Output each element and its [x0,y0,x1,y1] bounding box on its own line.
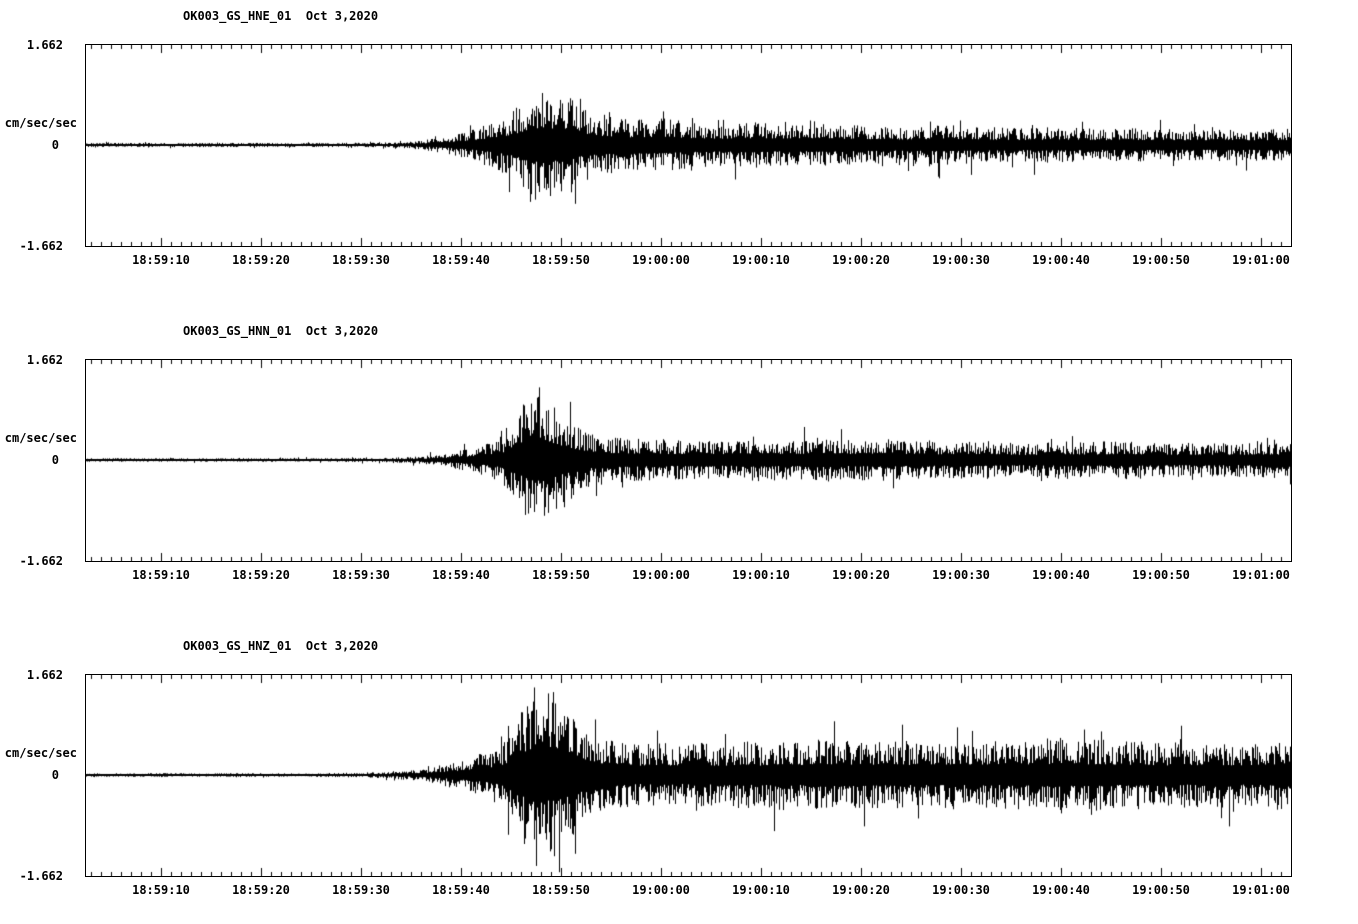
x-tick-label: 18:59:40 [432,253,490,267]
y-zero-label: 0 [51,453,59,467]
x-tick-label: 18:59:10 [132,568,190,582]
x-tick-label: 19:00:00 [632,883,690,897]
x-tick-label: 19:00:50 [1132,253,1190,267]
x-tick-label: 19:00:20 [832,253,890,267]
x-tick-label: 18:59:10 [132,883,190,897]
x-tick-label: 19:00:10 [732,568,790,582]
x-tick-label: 18:59:40 [432,883,490,897]
panel-title: OK003_GS_HNE_01 Oct 3,2020 [183,9,379,23]
x-axis-labels: 18:59:10 18:59:20 18:59:30 18:59:40 18:59:50… [85,562,1358,586]
x-axis-labels: 18:59:10 18:59:20 18:59:30 18:59:40 18:59:50… [85,247,1358,271]
y-min-label: -1.662 [19,239,63,253]
x-tick-label: 19:00:30 [932,883,990,897]
x-tick-label: 19:00:40 [1032,883,1090,897]
x-tick-label: 19:00:40 [1032,253,1090,267]
y-zero-label: 0 [51,768,59,782]
y-axis-labels: 1.662 cm/sec/sec 0 -1.662 [0,668,85,883]
x-tick-label: 19:01:00 [1232,253,1290,267]
waveform-plot [85,359,1292,562]
x-tick-label: 18:59:50 [532,253,590,267]
y-axis-labels: 1.662 cm/sec/sec 0 -1.662 [0,38,85,253]
y-max-label: 1.662 [26,38,63,52]
x-tick-label: 18:59:10 [132,253,190,267]
x-tick-label: 19:01:00 [1232,568,1290,582]
waveform-plot [85,44,1292,247]
x-tick-label: 19:00:10 [732,883,790,897]
x-tick-label: 19:00:20 [832,568,890,582]
x-tick-label: 18:59:50 [532,883,590,897]
x-tick-label: 18:59:30 [332,883,390,897]
x-tick-label: 18:59:50 [532,568,590,582]
x-tick-label: 19:00:10 [732,253,790,267]
seismogram-page: OK003_GS_HNE_01 Oct 3,2020 1.662 cm/sec/… [0,8,1358,901]
waveform-plot [85,674,1292,877]
plot-row: 1.662 cm/sec/sec 0 -1.662 [0,668,1358,883]
x-tick-label: 19:00:30 [932,253,990,267]
x-tick-label: 18:59:30 [332,253,390,267]
x-tick-label: 18:59:30 [332,568,390,582]
seismogram-panel-hnz: OK003_GS_HNZ_01 Oct 3,2020 1.662 cm/sec/… [0,638,1358,901]
y-unit-label: cm/sec/sec [4,431,77,445]
y-min-label: -1.662 [19,554,63,568]
waveform-trace [86,675,1291,876]
y-max-label: 1.662 [26,353,63,367]
x-tick-label: 19:00:00 [632,568,690,582]
panel-title: OK003_GS_HNZ_01 Oct 3,2020 [183,639,379,653]
x-tick-label: 18:59:20 [232,253,290,267]
x-tick-label: 19:00:20 [832,883,890,897]
seismogram-panel-hne: OK003_GS_HNE_01 Oct 3,2020 1.662 cm/sec/… [0,8,1358,271]
x-axis-labels: 18:59:10 18:59:20 18:59:30 18:59:40 18:59:50… [85,877,1358,901]
y-zero-label: 0 [51,138,59,152]
x-tick-label: 18:59:20 [232,568,290,582]
y-axis-labels: 1.662 cm/sec/sec 0 -1.662 [0,353,85,568]
plot-row: 1.662 cm/sec/sec 0 -1.662 [0,38,1358,253]
x-tick-label: 19:00:00 [632,253,690,267]
y-unit-label: cm/sec/sec [4,116,77,130]
y-max-label: 1.662 [26,668,63,682]
plot-row: 1.662 cm/sec/sec 0 -1.662 [0,353,1358,568]
panel-title: OK003_GS_HNN_01 Oct 3,2020 [183,324,379,338]
x-tick-label: 19:01:00 [1232,883,1290,897]
x-tick-label: 18:59:40 [432,568,490,582]
x-tick-label: 19:00:30 [932,568,990,582]
waveform-trace [86,45,1291,246]
x-tick-label: 18:59:20 [232,883,290,897]
x-tick-label: 19:00:40 [1032,568,1090,582]
x-tick-label: 19:00:50 [1132,883,1190,897]
y-min-label: -1.662 [19,869,63,883]
seismogram-panel-hnn: OK003_GS_HNN_01 Oct 3,2020 1.662 cm/sec/… [0,323,1358,586]
x-tick-label: 19:00:50 [1132,568,1190,582]
y-unit-label: cm/sec/sec [4,746,77,760]
waveform-trace [86,360,1291,561]
